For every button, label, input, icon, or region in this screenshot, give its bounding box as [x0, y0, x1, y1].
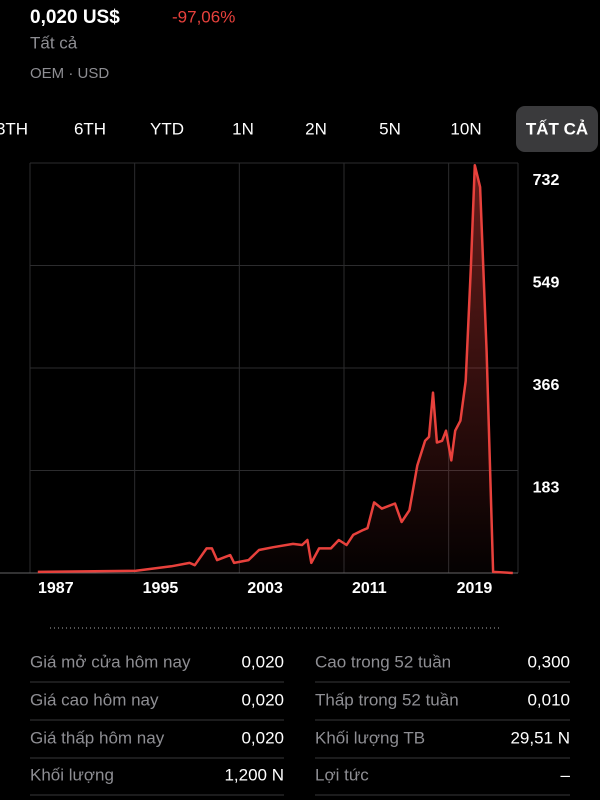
tab[interactable]: 1N: [232, 119, 254, 138]
stat-label: Giá thấp hôm nay: [30, 728, 165, 747]
tab[interactable]: YTD: [150, 119, 184, 138]
x-tick-label: 1995: [143, 580, 179, 597]
stat-label: Cao trong 52 tuần: [315, 652, 451, 671]
chart: 183 366 549 732 1987 1995 2003 2011 2019: [0, 162, 560, 597]
stat-value: 0,020: [241, 652, 284, 671]
price-line: [37, 163, 513, 575]
tabs: 3TH 6TH YTD 1N 2N 5N 10N TẤT CẢ: [0, 106, 598, 152]
stat-label: Giá mở cửa hôm nay: [30, 652, 191, 671]
y-tick-label: 183: [533, 480, 560, 497]
tab[interactable]: 5N: [379, 119, 401, 138]
tab[interactable]: 6TH: [74, 119, 106, 138]
stats: Giá mở cửa hôm nay 0,020 Giá cao hôm nay 0,…: [30, 652, 571, 796]
tab[interactable]: 2N: [305, 119, 327, 138]
x-tick-label: 2003: [247, 580, 283, 597]
change: -97,06%: [172, 7, 235, 26]
x-tick-label: 2019: [457, 580, 493, 597]
tab[interactable]: TẤT CẢ: [526, 119, 588, 138]
y-tick-label: 366: [533, 377, 560, 394]
exchange: OEM · USD: [30, 65, 109, 82]
tab[interactable]: 10N: [450, 119, 481, 138]
stat-value: 29,51 N: [510, 728, 570, 747]
y-tick-label: 732: [533, 172, 560, 189]
x-tick-label: 2011: [352, 580, 387, 597]
stat-label: Khối lượng TB: [315, 728, 425, 747]
stat-label: Thấp trong 52 tuần: [315, 690, 459, 709]
stat-label: Khối lượng: [30, 765, 114, 784]
x-tick-label: 1987: [38, 580, 74, 597]
period: Tất cả: [30, 33, 78, 52]
area: [37, 165, 513, 573]
stat-value: 1,200 N: [224, 765, 284, 784]
stat-label: Giá cao hôm nay: [30, 690, 159, 709]
stat-value: 0,300: [527, 652, 570, 671]
stat-value: 0,020: [241, 690, 284, 709]
stat-label: Lợi tức: [315, 765, 369, 784]
tab-selected-bg: [516, 106, 598, 152]
stat-value: 0,010: [527, 690, 570, 709]
stat-value: 0,020: [241, 728, 284, 747]
stat-value: –: [561, 765, 571, 784]
y-tick-label: 549: [533, 275, 560, 292]
tab[interactable]: 3TH: [0, 119, 28, 138]
price: 0,020 US$: [30, 7, 120, 28]
